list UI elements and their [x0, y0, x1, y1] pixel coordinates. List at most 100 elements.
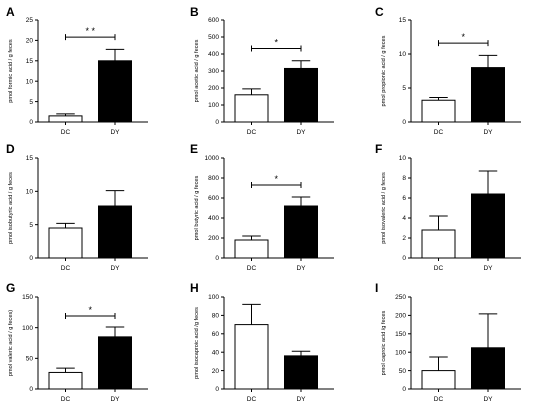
bar-dc	[48, 115, 83, 123]
y-tick-label: 800	[208, 175, 219, 182]
y-tick-label: 0	[215, 386, 219, 393]
x-tick-label: DC	[247, 129, 257, 136]
bar-dc	[421, 99, 456, 123]
y-axis-label: pmol isovaleric acid / g feces	[381, 172, 387, 244]
x-tick-label: DY	[296, 129, 306, 136]
panel-b: B 0 100 200 300 400 500 600 pmol acetic acid / g…	[190, 5, 334, 136]
y-tick-label: 100	[22, 325, 33, 332]
significance-marker: * *	[85, 26, 95, 36]
y-tick-label: 4	[402, 215, 406, 222]
y-tick-label: 50	[26, 356, 34, 363]
panel-letter: I	[375, 281, 378, 295]
x-tick-label: DC	[247, 396, 257, 403]
y-tick-label: 300	[208, 68, 219, 75]
bar-dy	[471, 67, 505, 123]
y-tick-label: 10	[26, 189, 34, 196]
panel-a: A 0 5 10 15 20 25 pmol formic acid / g feces DC D…	[6, 5, 148, 136]
y-tick-label: 0	[215, 119, 219, 126]
panel-letter: H	[190, 281, 199, 295]
y-tick-label: 200	[395, 313, 406, 320]
y-tick-label: 0	[29, 119, 33, 126]
x-tick-label: DC	[61, 265, 71, 272]
y-axis-label: pmol isocaproic acid /g feces	[194, 307, 200, 379]
y-axis-label: pmol formic acid / g feces	[8, 39, 14, 103]
bar-dy	[284, 67, 318, 123]
y-tick-label: 15	[26, 155, 34, 162]
bar-dc	[234, 239, 269, 259]
y-tick-label: 50	[399, 368, 407, 375]
y-tick-label: 0	[402, 119, 406, 126]
y-tick-label: 400	[208, 215, 219, 222]
y-tick-label: 150	[395, 331, 406, 338]
y-tick-label: 100	[208, 294, 219, 301]
x-tick-label: DY	[483, 265, 493, 272]
x-tick-label: DC	[434, 396, 444, 403]
panel-letter: A	[6, 5, 15, 19]
panel-letter: D	[6, 142, 15, 156]
y-tick-label: 15	[26, 58, 34, 65]
y-tick-label: 80	[212, 313, 220, 320]
panel-h: H 0 20 40 60 80 100 pmol isocaproic acid /g fec…	[190, 281, 334, 403]
y-tick-label: 20	[212, 368, 220, 375]
y-tick-label: 20	[26, 38, 34, 45]
y-tick-label: 5	[29, 222, 33, 229]
y-tick-label: 1000	[205, 155, 220, 162]
y-axis-label: pmol isobutyric acid / g feces	[8, 172, 14, 244]
y-tick-label: 0	[29, 255, 33, 262]
y-tick-label: 60	[212, 331, 220, 338]
y-tick-label: 2	[402, 235, 406, 242]
bar-dy	[471, 193, 505, 259]
bar-dy	[98, 60, 132, 123]
y-tick-label: 600	[208, 195, 219, 202]
y-tick-label: 0	[29, 386, 33, 393]
panel-i: I 0 50 100 150 200 250 pmol caproic acid /g fec…	[375, 281, 521, 403]
panel-letter: E	[190, 142, 198, 156]
bar-dc	[421, 370, 456, 390]
y-tick-label: 15	[399, 17, 407, 24]
y-tick-label: 0	[402, 255, 406, 262]
y-tick-label: 40	[212, 349, 220, 356]
bar-dy	[98, 205, 132, 259]
y-axis-label: pmol propionic acid / g feces	[381, 35, 387, 106]
panel-letter: C	[375, 5, 384, 19]
y-tick-label: 100	[395, 349, 406, 356]
y-tick-label: 10	[26, 78, 34, 85]
panel-letter: G	[6, 281, 15, 295]
x-tick-label: DC	[61, 129, 71, 136]
y-tick-label: 500	[208, 34, 219, 41]
bar-dc	[48, 371, 83, 390]
panel-c: C 0 5 10 15 pmol propionic acid / g feces DC DY…	[375, 5, 521, 136]
bar-dc	[48, 227, 83, 259]
panel-letter: F	[375, 142, 382, 156]
y-tick-label: 6	[402, 195, 406, 202]
x-tick-label: DC	[61, 396, 71, 403]
y-axis-label: pmol caproic acid /g feces	[381, 310, 387, 375]
bar-dy	[284, 355, 318, 390]
x-tick-label: DY	[296, 396, 306, 403]
x-tick-label: DY	[110, 265, 120, 272]
x-tick-label: DY	[110, 129, 120, 136]
y-axis-label: pmol valeric acid / g feces)	[8, 310, 14, 376]
panel-e: E 0 200 400 600 800 1000 pmol butyric acid / g …	[190, 142, 334, 272]
bar-dc	[421, 229, 456, 259]
panel-d: D 0 5 10 15 pmol isobutyric acid / g feces DC D…	[6, 142, 148, 272]
y-tick-label: 25	[26, 17, 34, 24]
x-tick-label: DY	[483, 129, 493, 136]
y-tick-label: 200	[208, 85, 219, 92]
x-tick-label: DY	[110, 396, 120, 403]
y-tick-label: 10	[399, 51, 407, 58]
y-axis-label: pmol acetic acid / g feces	[194, 39, 200, 102]
bar-dy	[98, 336, 132, 390]
x-tick-label: DY	[483, 396, 493, 403]
y-tick-label: 0	[215, 255, 219, 262]
y-tick-label: 150	[22, 294, 33, 301]
bar-dc	[234, 324, 269, 390]
y-tick-label: 600	[208, 17, 219, 24]
bar-dc	[234, 94, 269, 123]
y-tick-label: 5	[402, 85, 406, 92]
x-tick-label: DY	[296, 265, 306, 272]
x-tick-label: DC	[434, 265, 444, 272]
y-tick-label: 10	[399, 155, 407, 162]
y-tick-label: 200	[208, 235, 219, 242]
